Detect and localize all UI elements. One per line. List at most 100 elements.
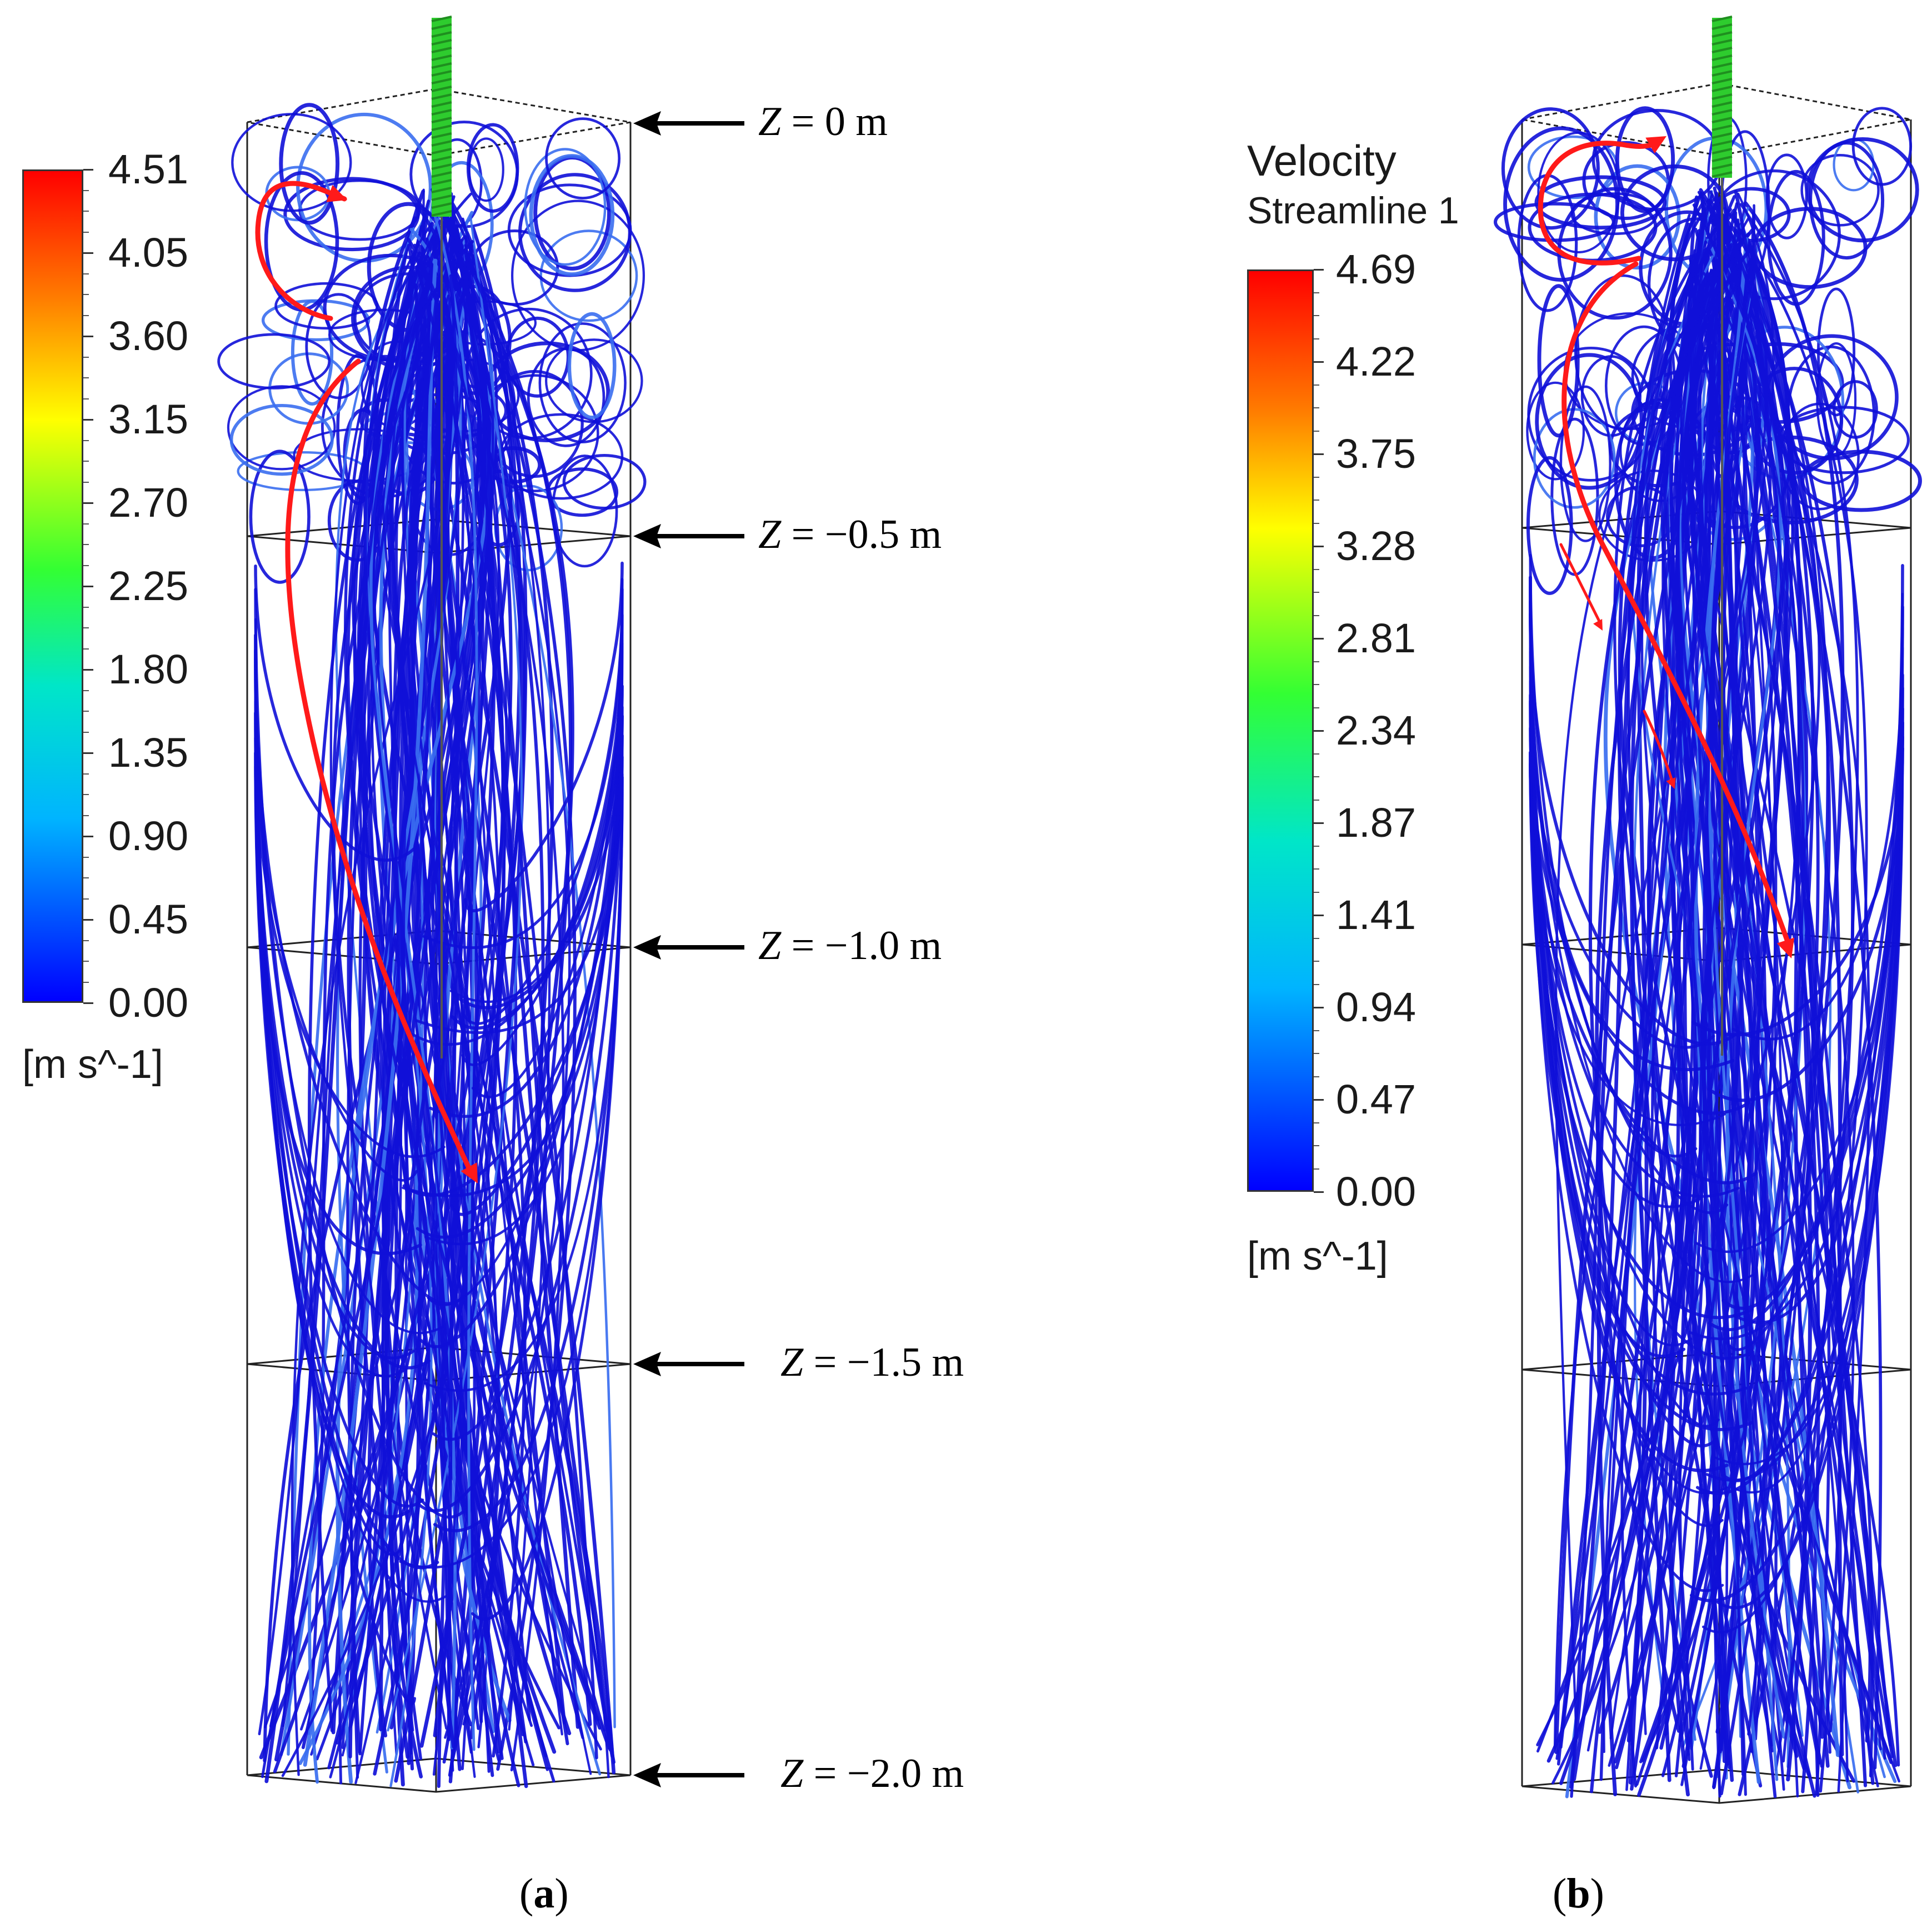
cb-b-minor-tick — [1314, 292, 1319, 293]
cb-a-minor-tick — [83, 711, 89, 712]
streamline-return — [254, 711, 431, 1370]
shaft-thread — [431, 210, 452, 217]
streamline-loop — [1817, 287, 1856, 417]
colorbar-b — [1247, 269, 1314, 1192]
streamline — [409, 269, 528, 1744]
cb-b-tick-label: 1.87 — [1336, 800, 1417, 846]
streamline-return — [1725, 693, 1904, 1351]
flow-arrow-a-upper-head — [326, 184, 347, 202]
streamline-return — [1705, 673, 1904, 1482]
legend-title-b: Velocity — [1247, 136, 1397, 185]
legend-subtitle-b: Streamline 1 — [1247, 189, 1459, 232]
streamline-loop — [1494, 202, 1615, 242]
streamline-loop — [229, 403, 334, 476]
flow-arrow-b-main-head — [1776, 937, 1795, 958]
streamline-loop — [538, 322, 627, 443]
shaft-thread — [431, 39, 452, 46]
streamline-loop — [567, 312, 617, 419]
cb-a-tick-mark — [83, 918, 93, 921]
streamline — [1627, 213, 1694, 1771]
streamline-return — [432, 578, 624, 1441]
cb-a-minor-tick — [83, 377, 89, 378]
streamline-loop — [279, 103, 340, 225]
cb-b-minor-tick — [1314, 1076, 1319, 1077]
shaft-thread — [1711, 148, 1733, 154]
cb-a-tick-label: 1.80 — [108, 646, 189, 692]
cb-a-tick-mark — [83, 835, 93, 837]
cb-b-minor-tick — [1314, 407, 1319, 408]
z-level-arrow — [633, 1763, 744, 1787]
cb-a-minor-tick — [83, 398, 89, 399]
streamline — [1713, 186, 1820, 1796]
streamline-loop — [545, 117, 621, 199]
streamline-loop — [466, 123, 519, 213]
streamline — [1596, 202, 1706, 1796]
streamline-return — [415, 714, 624, 1034]
cb-b-minor-tick — [1314, 983, 1319, 985]
cb-a-minor-tick — [83, 565, 89, 566]
shaft-thread — [431, 23, 452, 30]
z-variable: Z — [780, 1751, 804, 1796]
cb-a-minor-tick — [83, 606, 89, 608]
streamline — [411, 250, 565, 1772]
streamline-loop — [1537, 284, 1580, 438]
cb-a-minor-tick — [83, 627, 89, 628]
streamline-loop — [562, 453, 647, 510]
cb-a-minor-tick — [83, 211, 89, 212]
cb-a-minor-tick — [83, 981, 89, 983]
shaft-thread — [1711, 86, 1733, 92]
streamline — [432, 253, 470, 1776]
cb-b-tick-mark — [1314, 730, 1324, 732]
streamline-loop — [1550, 417, 1599, 576]
streamline — [1569, 208, 1736, 1789]
cb-a-minor-tick — [83, 314, 89, 316]
streamline-return — [419, 613, 624, 1348]
z-level-label: Z = −1.5 m — [780, 1342, 964, 1383]
cb-b-tick-label: 0.47 — [1336, 1076, 1417, 1122]
z-value: = 0 m — [781, 99, 888, 144]
cb-a-tick-mark — [83, 585, 93, 587]
cb-b-tick-label: 0.94 — [1336, 984, 1417, 1030]
cb-b-tick-mark — [1314, 545, 1324, 547]
shaft-thread — [1711, 117, 1733, 123]
z-value: = −1.0 m — [781, 923, 942, 968]
cb-a-minor-tick — [83, 815, 89, 816]
streamline-loop — [227, 385, 336, 471]
cb-b-minor-tick — [1314, 868, 1319, 870]
cb-a-tick-label: 2.70 — [108, 479, 189, 526]
cb-b-tick-label: 3.28 — [1336, 523, 1417, 569]
streamline — [1716, 258, 1813, 1782]
cb-b-minor-tick — [1314, 1030, 1319, 1031]
cb-a-minor-tick — [83, 273, 89, 274]
shaft-thread — [431, 70, 452, 77]
streamline-return — [254, 736, 424, 1508]
streamline — [409, 258, 592, 1775]
streamline — [1554, 224, 1728, 1754]
streamline-loop — [261, 299, 371, 342]
shaft-thread — [1711, 31, 1733, 38]
streamline-loop — [1833, 380, 1878, 439]
cb-b-tick-mark — [1314, 268, 1324, 271]
cb-a-tick-mark — [83, 252, 93, 254]
cb-a-tick-label: 1.35 — [108, 730, 189, 776]
streamline-return — [1708, 605, 1904, 1331]
streamline — [1608, 259, 1800, 1767]
shaft-thread — [1711, 101, 1733, 108]
streamline — [402, 283, 456, 1749]
streamline-loop — [1534, 175, 1667, 230]
cb-b-tick-mark — [1314, 1006, 1324, 1008]
shaft-thread — [431, 31, 452, 38]
streamline — [437, 267, 527, 1758]
flow-arrow-a-main — [285, 358, 475, 1178]
cb-b-tick-label: 3.75 — [1336, 431, 1417, 477]
streamline-return — [399, 741, 624, 1569]
cb-b-tick-label: 4.69 — [1336, 246, 1417, 292]
cb-a-minor-tick — [83, 481, 89, 483]
cb-b-minor-tick — [1314, 661, 1319, 662]
streamline-return — [254, 587, 465, 1519]
shaft-thread — [431, 163, 452, 170]
streamline — [436, 192, 572, 1735]
shaft-thread — [1711, 23, 1733, 30]
shaft-thread — [1711, 54, 1733, 61]
shaft-thread — [431, 156, 452, 162]
